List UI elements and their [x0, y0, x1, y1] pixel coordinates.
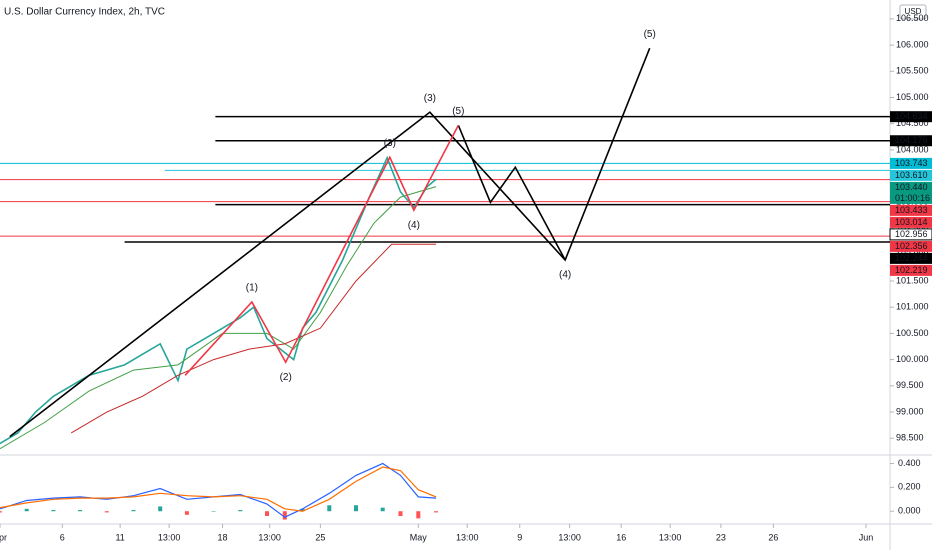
y-tick-label: 104.000 [896, 144, 929, 154]
x-tick-label: 23 [716, 532, 726, 542]
macd-histogram-bar [104, 511, 109, 513]
level-label: 104.175 [895, 135, 928, 145]
y-tick-label: 106.500 [896, 13, 929, 23]
wave-label: (3) [424, 93, 436, 104]
level-label-bg [890, 111, 932, 123]
level-label-bg [890, 252, 932, 264]
x-tick-label: Jun [859, 532, 874, 542]
wave-label: (3) [384, 138, 396, 149]
macd-histogram-bar [238, 510, 243, 512]
level-label-bg [889, 228, 932, 241]
x-tick-label: 13:00 [158, 532, 181, 542]
macd-histogram-bar [211, 511, 216, 512]
level-label-bg [890, 169, 932, 181]
macd-histogram-bar [434, 511, 439, 513]
x-tick-label: 13:00 [558, 532, 581, 542]
y-tick-label: 104.500 [896, 118, 929, 128]
level-label-bg [890, 181, 932, 204]
level-label: 102.356 [895, 241, 928, 251]
level-label-bg [890, 204, 932, 216]
x-tick-label: 13:00 [258, 532, 281, 542]
macd-histogram-bar [184, 511, 189, 515]
level-label-bg [890, 157, 932, 169]
level-label: 104.634 [895, 111, 928, 121]
y-tick-label: 106.000 [896, 39, 929, 49]
macd-histogram-bar [300, 508, 305, 512]
level-label: 103.433 [895, 205, 928, 215]
macd-histogram-bar [265, 511, 269, 517]
chart-title: U.S. Dollar Currency Index, 2h, TVC [4, 7, 165, 18]
level-label-bg [890, 264, 932, 276]
y-tick-label: 99.500 [896, 380, 924, 390]
level-label: 103.440 [895, 182, 928, 192]
macd-histogram-bar [24, 508, 29, 512]
wave-label: (4) [559, 270, 571, 281]
wave-label: (2) [280, 372, 292, 383]
wave-label: (5) [644, 29, 656, 40]
x-tick-label: 11 [115, 532, 124, 542]
wave-line [184, 124, 460, 376]
macd-histogram-bar [354, 505, 358, 512]
x-tick-label: May [410, 532, 428, 542]
level-label-bg [890, 216, 932, 228]
level-label: 102.219 [895, 265, 928, 275]
x-tick-label: 25 [315, 532, 325, 542]
y-tick-label: 101.000 [896, 302, 929, 312]
macd-histogram-bar [398, 511, 403, 517]
macd-histogram-bar [0, 511, 2, 513]
wave-label: (5) [452, 106, 464, 117]
y-tick-label: 102.500 [896, 223, 929, 233]
macd-histogram-bar [51, 510, 56, 512]
macd-tick-label: 0.000 [898, 506, 921, 516]
macd-histogram-bar [327, 505, 332, 512]
level-label-bg [890, 135, 932, 147]
x-tick-label: 18 [217, 532, 227, 542]
x-tick-label: 26 [768, 532, 778, 542]
macd-histogram-bar [158, 506, 163, 512]
macd-histogram-bar [131, 510, 136, 512]
wave-line [457, 124, 566, 261]
x-tick-label: 6 [60, 532, 65, 542]
level-label: 102.956 [895, 229, 928, 239]
level-label: 103.610 [895, 170, 928, 180]
macd-line [0, 466, 437, 512]
y-tick-label: 99.000 [896, 406, 924, 416]
y-tick-label: 98.500 [896, 433, 924, 443]
macd-tick-label: 0.400 [898, 458, 921, 468]
y-tick-label: 105.000 [896, 92, 929, 102]
currency-box[interactable] [899, 4, 927, 20]
macd-tick-label: 0.200 [898, 482, 921, 492]
wave-line [9, 47, 651, 438]
wave-label: (4) [408, 220, 420, 231]
x-tick-label: 16 [616, 532, 626, 542]
y-tick-label: 100.000 [896, 354, 929, 364]
price-line [0, 186, 437, 450]
x-tick-label: Apr [0, 532, 7, 542]
wave-label: (1) [246, 283, 258, 294]
x-tick-label: 13:00 [659, 532, 682, 542]
y-tick-label: 100.500 [896, 328, 929, 338]
macd-histogram-bar [416, 511, 421, 519]
x-tick-label: 13:00 [456, 532, 479, 542]
y-tick-label: 105.500 [896, 66, 929, 76]
price-line [70, 243, 437, 434]
currency-label: USD [905, 7, 922, 16]
level-label: 103.014 [895, 217, 928, 227]
macd-histogram-bar [380, 507, 385, 512]
y-tick-label: 101.500 [896, 275, 929, 285]
level-label-bg [890, 240, 932, 252]
x-tick-label: 9 [517, 532, 522, 542]
macd-histogram-bar [282, 511, 287, 520]
countdown-label: 01:00:16 [895, 193, 930, 203]
level-label: 102.244 [895, 253, 928, 263]
macd-line [0, 462, 437, 518]
macd-histogram-bar [78, 510, 83, 512]
level-label: 103.743 [895, 158, 928, 168]
